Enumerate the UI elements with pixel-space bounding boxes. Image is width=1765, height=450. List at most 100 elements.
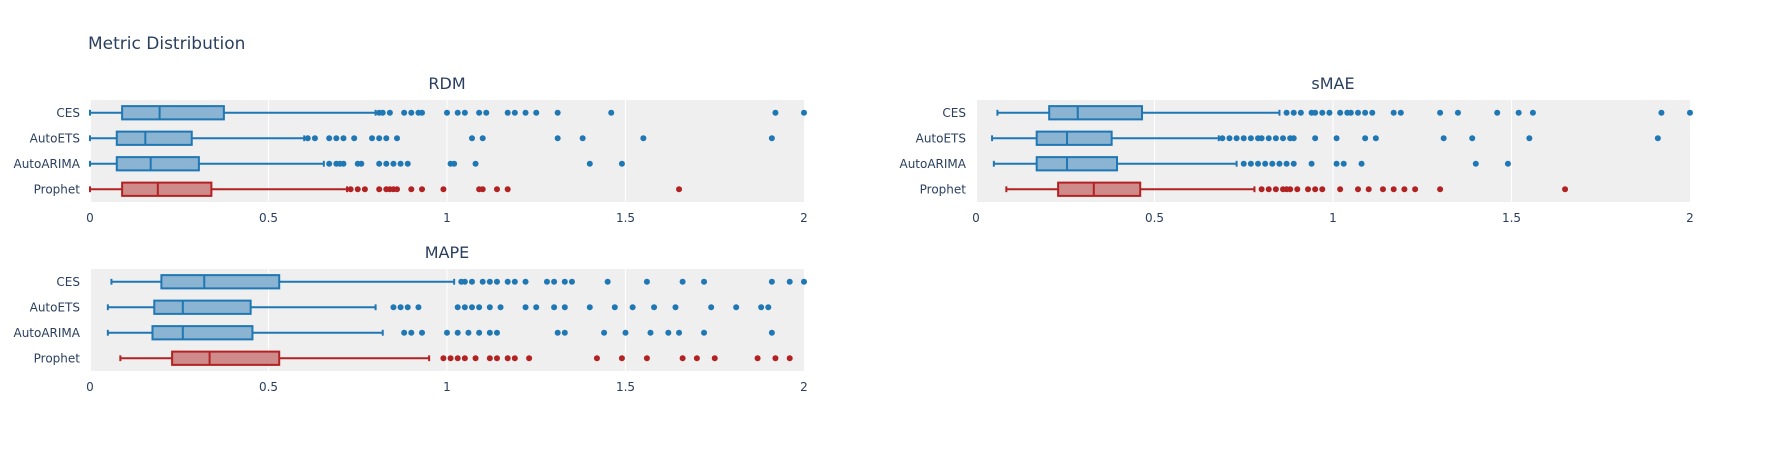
- outlier-point: [369, 135, 376, 142]
- outlier-point: [711, 355, 718, 362]
- outlier-point: [1326, 109, 1333, 116]
- box-autoets: [991, 130, 1661, 146]
- category-label-ces: CES: [56, 275, 80, 289]
- category-label-autoets: AutoETS: [30, 300, 80, 314]
- outlier-point: [376, 186, 383, 193]
- outlier-point: [493, 355, 500, 362]
- outlier-point: [340, 135, 347, 142]
- outlier-point: [1290, 109, 1297, 116]
- outlier-point: [1265, 186, 1272, 193]
- outlier-point: [522, 278, 529, 285]
- x-tick-label: 0.5: [259, 380, 278, 394]
- outlier-point: [465, 329, 472, 336]
- outlier-point: [522, 109, 529, 116]
- box-iqr: [153, 299, 252, 315]
- outlier-point: [676, 329, 683, 336]
- outlier-point: [486, 304, 493, 311]
- outlier-point: [1283, 160, 1290, 167]
- outlier-point: [1354, 109, 1361, 116]
- outlier-point: [586, 304, 593, 311]
- category-label-autoarima: AutoARIMA: [899, 157, 966, 171]
- outlier-point: [1337, 186, 1344, 193]
- outlier-point: [554, 109, 561, 116]
- outlier-point: [772, 355, 779, 362]
- outlier-point: [419, 329, 426, 336]
- outlier-point: [1308, 160, 1315, 167]
- outlier-point: [376, 160, 383, 167]
- outlier-point: [504, 278, 511, 285]
- outlier-point: [415, 304, 422, 311]
- outlier-point: [1347, 109, 1354, 116]
- x-tick-label: 1: [443, 211, 451, 225]
- outlier-point: [408, 109, 415, 116]
- outlier-point: [476, 304, 483, 311]
- outlier-point: [476, 329, 483, 336]
- outlier-point: [586, 160, 593, 167]
- outlier-point: [419, 109, 426, 116]
- outlier-point: [551, 278, 558, 285]
- outlier-point: [1333, 135, 1340, 142]
- category-label-autoarima: AutoARIMA: [13, 157, 80, 171]
- outlier-point: [1362, 135, 1369, 142]
- box-ces: [89, 105, 807, 121]
- outlier-point: [526, 355, 533, 362]
- outlier-point: [476, 109, 483, 116]
- box-iqr: [1048, 105, 1144, 121]
- x-tick-label: 0: [86, 211, 94, 225]
- outlier-point: [1247, 135, 1254, 142]
- outlier-point: [768, 135, 775, 142]
- outlier-point: [401, 109, 408, 116]
- box-autoarima: [89, 156, 625, 172]
- outlier-point: [1687, 109, 1693, 116]
- outlier-point: [394, 135, 401, 142]
- box-iqr: [121, 181, 213, 197]
- x-tick-label: 0.5: [259, 211, 278, 225]
- box-iqr: [1035, 130, 1113, 146]
- subplot-rdm: 0 0.5 1 1.5 2 RDM CES AutoETS AutoARIMA Prophet: [13, 74, 807, 225]
- outlier-point: [333, 135, 340, 142]
- outlier-point: [561, 278, 568, 285]
- outlier-point: [611, 304, 618, 311]
- outlier-point: [1412, 186, 1419, 193]
- outlier-point: [604, 278, 611, 285]
- box-prophet: [119, 350, 793, 366]
- x-tick-label: 1.5: [1502, 211, 1521, 225]
- x-tick-label: 1.5: [616, 380, 635, 394]
- outlier-point: [383, 135, 390, 142]
- outlier-point: [461, 304, 468, 311]
- outlier-point: [408, 329, 415, 336]
- outlier-point: [593, 355, 600, 362]
- outlier-point: [543, 278, 550, 285]
- outlier-point: [511, 109, 518, 116]
- outlier-point: [1369, 109, 1376, 116]
- outlier-point: [358, 160, 365, 167]
- subplot-title: RDM: [428, 74, 465, 93]
- outlier-point: [1401, 186, 1408, 193]
- outlier-point: [1283, 109, 1290, 116]
- outlier-point: [1319, 186, 1326, 193]
- outlier-point: [554, 135, 561, 142]
- outlier-point: [1390, 109, 1397, 116]
- outlier-point: [1272, 186, 1279, 193]
- x-tick-label: 0: [972, 211, 980, 225]
- category-label-ces: CES: [942, 106, 966, 120]
- outlier-point: [1472, 160, 1479, 167]
- outlier-point: [397, 160, 404, 167]
- outlier-point: [561, 329, 568, 336]
- outlier-point: [479, 186, 486, 193]
- box-prophet: [1005, 181, 1569, 197]
- outlier-point: [1269, 160, 1276, 167]
- outlier-point: [1226, 135, 1233, 142]
- box-autoarima: [992, 156, 1511, 172]
- outlier-point: [1372, 135, 1379, 142]
- outlier-point: [486, 355, 493, 362]
- outlier-point: [533, 304, 540, 311]
- box-iqr: [171, 350, 281, 366]
- category-label-prophet: Prophet: [34, 351, 81, 365]
- outlier-point: [1262, 160, 1269, 167]
- box-iqr: [1057, 181, 1142, 197]
- outlier-point: [665, 329, 672, 336]
- outlier-point: [1240, 160, 1247, 167]
